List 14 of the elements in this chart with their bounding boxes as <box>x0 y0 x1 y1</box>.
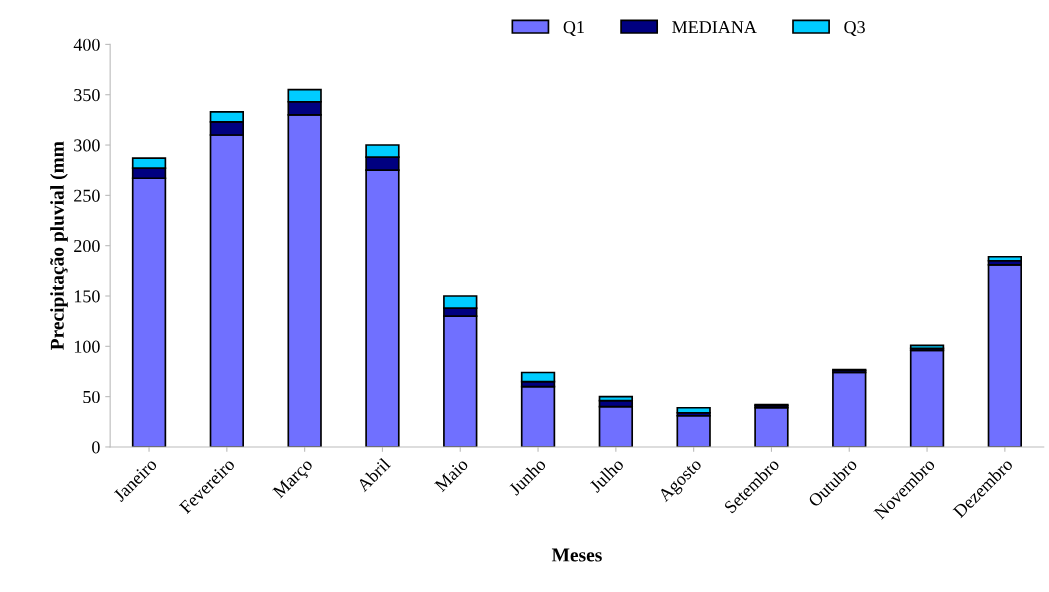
y-tick-label: 400 <box>73 38 100 51</box>
y-tick-label: 300 <box>74 139 100 152</box>
legend-label: Q3 <box>844 21 865 36</box>
y-tick-label: 200 <box>74 239 100 253</box>
y-tick-label: 50 <box>83 390 100 404</box>
y-axis-title: Precipitação pluvial (mm <box>50 141 68 350</box>
y-tick-label: 250 <box>74 189 100 202</box>
y-tick-label: 350 <box>74 88 100 102</box>
legend-label: MEDIANA <box>672 21 757 34</box>
y-tick-label: 100 <box>74 340 100 353</box>
y-tick-label: 0 <box>92 441 100 454</box>
legend-label: Q1 <box>563 21 584 36</box>
x-axis-title: Meses <box>551 548 602 562</box>
y-tick-label: 150 <box>74 290 100 303</box>
